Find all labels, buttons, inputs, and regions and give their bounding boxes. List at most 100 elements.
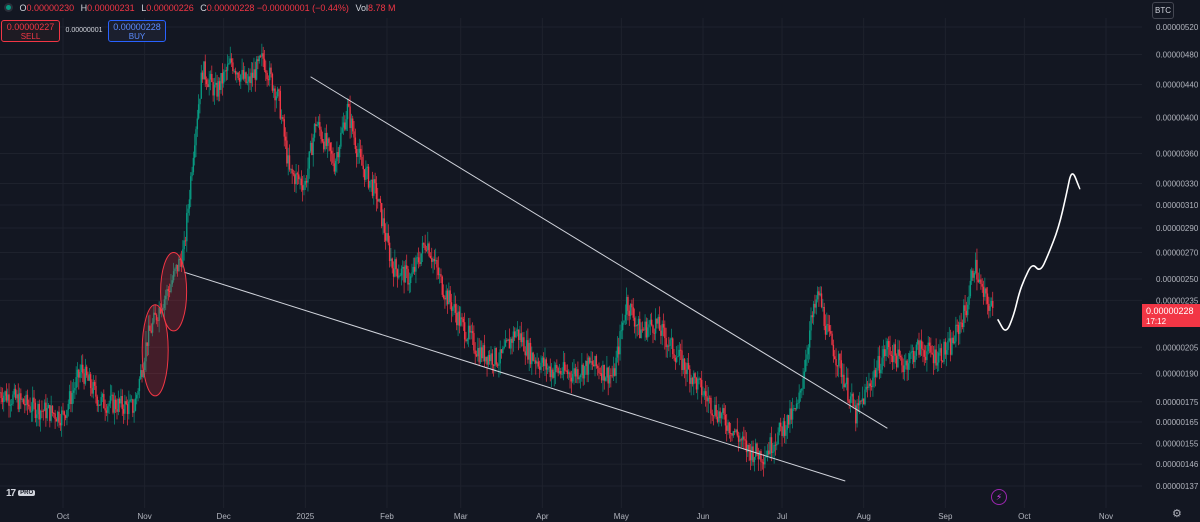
candlestick-series bbox=[0, 43, 994, 477]
candle-body bbox=[602, 364, 604, 381]
price-tick-label: 0.00000310 bbox=[1156, 201, 1199, 210]
candle-body bbox=[209, 73, 212, 80]
candle-body bbox=[53, 412, 55, 414]
candle-body bbox=[836, 365, 839, 367]
candle-body bbox=[13, 388, 15, 395]
candle-body bbox=[516, 329, 519, 332]
candle-body bbox=[479, 347, 482, 363]
candle-body bbox=[319, 122, 321, 130]
candle-body bbox=[176, 264, 179, 272]
candle-body bbox=[639, 318, 641, 339]
candle-body bbox=[506, 340, 508, 342]
candle-body bbox=[827, 324, 829, 326]
candle-body bbox=[101, 394, 104, 398]
candle-body bbox=[495, 348, 497, 365]
candle-body bbox=[560, 370, 562, 375]
highlight-ellipse[interactable] bbox=[141, 304, 169, 397]
candle-body bbox=[793, 408, 795, 409]
candle-body bbox=[83, 373, 85, 384]
candle-body bbox=[654, 318, 657, 334]
candle-body bbox=[581, 364, 583, 376]
candle-body bbox=[726, 425, 728, 431]
candle-body bbox=[499, 349, 501, 364]
symbol-selector[interactable]: BTC bbox=[1152, 2, 1174, 19]
candle-body bbox=[261, 53, 263, 57]
chart-drawings[interactable] bbox=[141, 76, 1081, 482]
candle-body bbox=[212, 82, 214, 96]
candle-body bbox=[968, 296, 970, 305]
lightning-icon[interactable]: ⚡ bbox=[991, 489, 1007, 505]
candle-body bbox=[320, 129, 322, 140]
candle-body bbox=[79, 372, 81, 378]
candle-body bbox=[837, 353, 840, 367]
candle-body bbox=[828, 325, 831, 332]
projection-path[interactable] bbox=[997, 173, 1081, 331]
candle-body bbox=[764, 457, 766, 465]
candle-body bbox=[507, 339, 509, 341]
candle-body bbox=[574, 368, 576, 377]
candle-body bbox=[253, 69, 255, 78]
candle-body bbox=[255, 59, 258, 80]
candle-body bbox=[914, 355, 916, 363]
candle-body bbox=[766, 450, 769, 456]
candle-body bbox=[939, 348, 941, 353]
candle-body bbox=[870, 386, 873, 388]
candle-body bbox=[324, 133, 326, 150]
time-axis[interactable]: Oct Nov Dec 2025 Feb Mar Apr May Jun Jul Aug Sep Oct… bbox=[57, 512, 1113, 521]
candle-body bbox=[895, 355, 898, 368]
candle-body bbox=[899, 355, 902, 358]
candle-body bbox=[92, 382, 94, 394]
candle-body bbox=[0, 392, 2, 398]
time-tick-label: Oct bbox=[57, 512, 70, 521]
candle-body bbox=[586, 360, 588, 375]
highlight-ellipse[interactable] bbox=[160, 252, 188, 332]
candle-body bbox=[58, 411, 60, 423]
candle-body bbox=[873, 370, 875, 378]
candle-body bbox=[494, 348, 496, 366]
candle-body bbox=[470, 331, 472, 333]
candle-body bbox=[953, 341, 956, 344]
upper-trendline[interactable] bbox=[310, 76, 888, 429]
candle-body bbox=[905, 360, 907, 366]
candle-body bbox=[625, 296, 628, 315]
candle-body bbox=[453, 304, 455, 308]
candle-body bbox=[420, 253, 422, 264]
candle-body bbox=[754, 443, 757, 457]
candle-body bbox=[425, 249, 428, 251]
candle-body bbox=[483, 345, 486, 362]
price-axis[interactable]: 0.00000520 0.00000480 0.00000440 0.00000400… bbox=[1156, 23, 1199, 491]
candle-body bbox=[660, 330, 662, 336]
candle-body bbox=[30, 411, 33, 413]
candle-body bbox=[964, 305, 966, 311]
candle-body bbox=[570, 377, 573, 382]
candle-body bbox=[488, 355, 491, 362]
candle-body bbox=[155, 314, 158, 321]
candle-body bbox=[911, 351, 914, 353]
gear-icon[interactable]: ⚙ bbox=[1172, 508, 1182, 520]
lower-trendline[interactable] bbox=[184, 271, 846, 482]
candle-body bbox=[616, 346, 619, 358]
candle-body bbox=[388, 242, 391, 261]
sell-button[interactable]: 0.00000227 SELL bbox=[1, 20, 60, 42]
candle-body bbox=[936, 362, 939, 366]
candle-body bbox=[757, 453, 760, 460]
candle-body bbox=[860, 400, 862, 402]
candle-body bbox=[166, 289, 168, 296]
candle-body bbox=[236, 72, 238, 75]
candle-body bbox=[191, 172, 193, 177]
candle-body bbox=[607, 367, 609, 384]
candle-body bbox=[204, 61, 206, 80]
candle-body bbox=[938, 352, 940, 363]
candle-body bbox=[193, 145, 196, 158]
candle-body bbox=[183, 240, 185, 250]
price-tick-label: 0.00000146 bbox=[1156, 460, 1199, 469]
candle-body bbox=[263, 58, 266, 71]
candle-body bbox=[233, 70, 235, 72]
candle-body bbox=[215, 82, 217, 85]
buy-button[interactable]: 0.00000228 BUY bbox=[108, 20, 166, 42]
tradingview-logo[interactable]: 17 PRO bbox=[6, 488, 36, 499]
price-tick-label: 0.00000290 bbox=[1156, 224, 1199, 233]
candle-body bbox=[519, 333, 521, 341]
candle-body bbox=[794, 408, 796, 410]
